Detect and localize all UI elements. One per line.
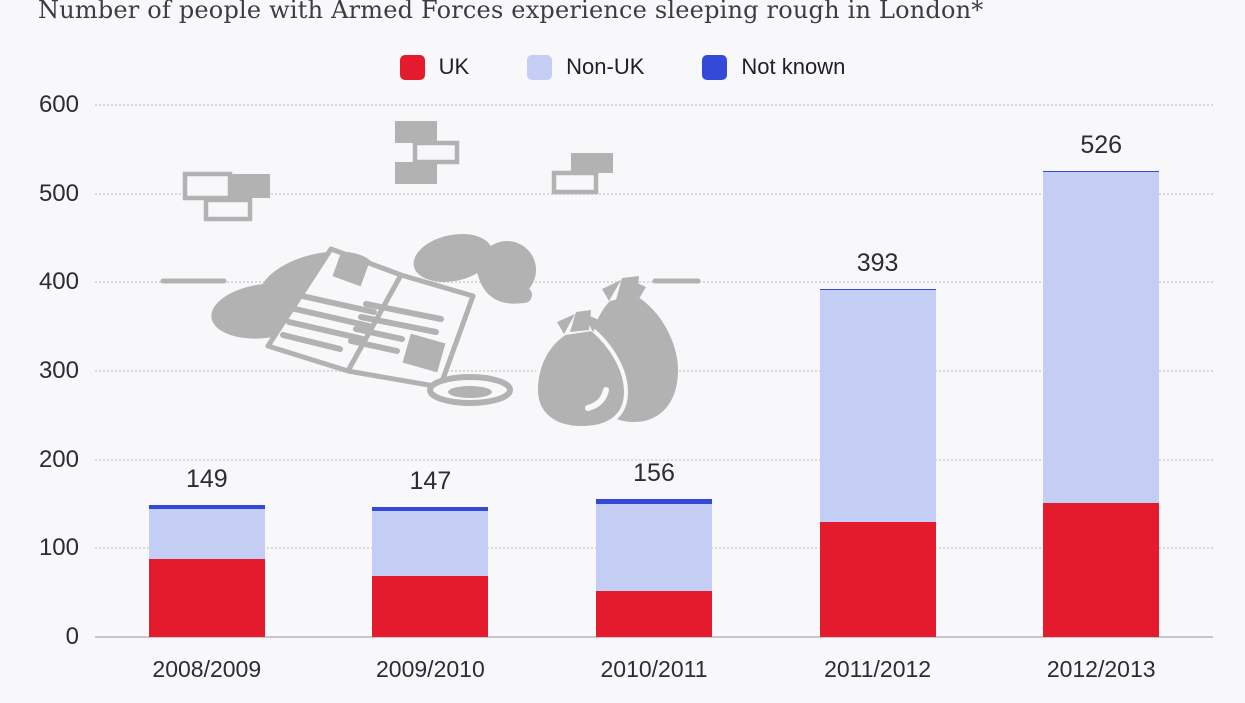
gridline-200 bbox=[95, 458, 1213, 461]
x-axis-category-label: 2009/2010 bbox=[376, 656, 485, 682]
legend-swatch-icon bbox=[702, 54, 728, 80]
x-axis-category-label: 2008/2009 bbox=[152, 656, 262, 682]
bar-segment-not-known bbox=[372, 506, 489, 512]
bar-total-label: 526 bbox=[1080, 130, 1123, 159]
legend-swatch-icon bbox=[399, 54, 425, 80]
legend-label: Non-UK bbox=[566, 54, 645, 79]
legend-item-uk: UK bbox=[399, 54, 470, 80]
y-tick-label: 400 bbox=[38, 268, 79, 296]
bar-total-label: 149 bbox=[185, 464, 228, 493]
x-axis-category-label: 2010/2011 bbox=[600, 656, 708, 682]
x-axis-category-label: 2012/2013 bbox=[1046, 656, 1156, 682]
legend-swatch-icon bbox=[527, 54, 553, 80]
x-axis-category-label: 2011/2012 bbox=[824, 656, 932, 682]
y-tick-label: 500 bbox=[38, 179, 79, 207]
bricks-middle-icon bbox=[395, 121, 460, 184]
begging-bowl-icon bbox=[427, 374, 513, 406]
bar-segment-not-known bbox=[1043, 170, 1160, 173]
person-sleeping-rough-illustration bbox=[160, 121, 701, 428]
x-axis-line bbox=[95, 636, 1213, 638]
bar-total-label: 393 bbox=[856, 248, 899, 277]
newspaper-icon bbox=[265, 246, 476, 390]
y-tick-label: 100 bbox=[38, 534, 79, 562]
gridline-600 bbox=[95, 104, 1213, 106]
chart-title: Number of people with Armed Forces exper… bbox=[38, 0, 984, 24]
legend-item-not-known: Not known bbox=[702, 54, 845, 80]
y-tick-label: 600 bbox=[38, 91, 79, 118]
legend-label: UK bbox=[438, 54, 470, 79]
bar-2010-2011 bbox=[596, 498, 712, 637]
bar-segment-uk bbox=[819, 521, 936, 637]
legend: UK Non-UK Not known bbox=[0, 54, 1245, 80]
bar-segment-not-known bbox=[148, 504, 265, 510]
y-tick-label: 200 bbox=[38, 445, 79, 473]
bricks-left-icon bbox=[182, 171, 270, 222]
bar-segment-not-known bbox=[819, 288, 936, 291]
bar-segment-uk bbox=[1043, 503, 1160, 637]
gridline-500 bbox=[95, 192, 1213, 195]
bar-segment-uk bbox=[372, 575, 489, 637]
bar-2009-2010 bbox=[372, 506, 489, 637]
bricks-right-icon bbox=[551, 153, 613, 195]
bar-total-label: 147 bbox=[409, 466, 452, 495]
bar-segment-uk bbox=[596, 590, 712, 637]
bar-total-label: 156 bbox=[633, 458, 675, 487]
refuse-bags-icon bbox=[533, 276, 678, 428]
bar-segment-non-uk bbox=[596, 503, 712, 591]
y-tick-label: 300 bbox=[38, 357, 79, 384]
bar-segment-not-known bbox=[596, 498, 712, 504]
bar-segment-non-uk bbox=[1043, 172, 1160, 504]
bar-2008-2009 bbox=[148, 504, 265, 637]
bar-segment-non-uk bbox=[819, 290, 936, 522]
legend-label: Not known bbox=[741, 54, 846, 79]
y-tick-label: 0 bbox=[65, 623, 79, 650]
legend-item-non-uk: Non-UK bbox=[527, 54, 644, 80]
bar-segment-non-uk bbox=[148, 509, 265, 559]
bar-segment-uk bbox=[148, 558, 265, 637]
bar-2011-2012 bbox=[819, 288, 936, 637]
bar-2012-2013 bbox=[1043, 170, 1160, 637]
bar-segment-non-uk bbox=[372, 511, 489, 576]
